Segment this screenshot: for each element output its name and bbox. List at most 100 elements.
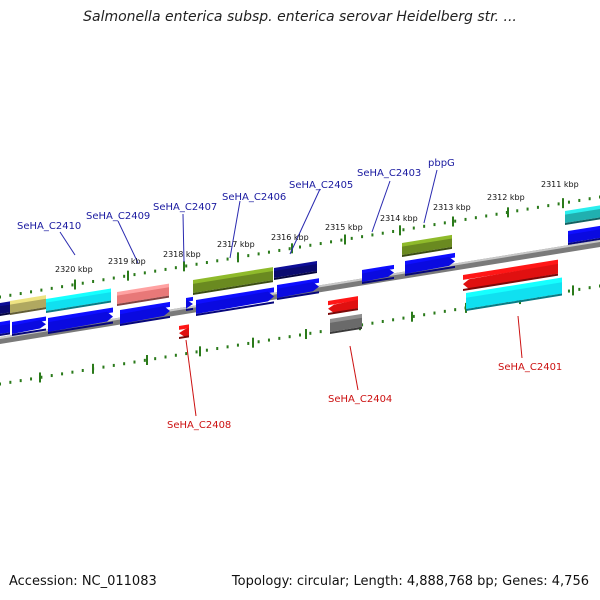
scale-tick [133, 360, 136, 364]
scale-tick [226, 257, 229, 261]
gene-feature [179, 324, 189, 339]
gene-label: SeHA_C2409 [86, 211, 150, 222]
scale-tick [578, 287, 581, 291]
scale-tick [454, 219, 457, 223]
scale-tick [92, 279, 95, 283]
scale-tick [0, 382, 1, 386]
scale-tick [71, 370, 74, 374]
gene-feature [10, 295, 46, 315]
gene-feature [362, 264, 394, 284]
scale-tick [9, 380, 12, 384]
gene-label: SeHA_C2403 [357, 168, 421, 179]
gene-feature [12, 316, 46, 336]
scale-tick [102, 365, 105, 369]
scale-tick [423, 224, 426, 228]
gene-label: pbpG [428, 158, 455, 169]
scale-tick [526, 207, 529, 211]
scale-tick [185, 352, 188, 356]
scale-tick [247, 341, 250, 345]
scale-tick [299, 333, 301, 337]
gene-feature [0, 301, 10, 316]
scale-tick [267, 250, 270, 254]
gene-label: SeHA_C2401 [498, 362, 562, 373]
gene-feature [402, 234, 452, 257]
scale-label: 2318 kbp [163, 250, 201, 259]
scale-tick [154, 269, 157, 273]
scale-tick [112, 363, 115, 367]
scale-tick [392, 229, 395, 233]
scale-tick [164, 355, 167, 359]
scale-tick [319, 242, 322, 246]
scale-tick [454, 308, 457, 312]
scale-tick [309, 331, 312, 335]
scale-tick [257, 340, 260, 344]
gene-feature [0, 320, 10, 336]
scale-label: 2319 kbp [108, 257, 146, 266]
scale-tick [143, 358, 146, 362]
scale-tick [361, 323, 364, 327]
scale-tick [267, 338, 270, 342]
gene-feature [466, 277, 562, 311]
scale-tick [588, 197, 591, 201]
gene-feature [565, 205, 600, 225]
gene-feature [328, 296, 358, 315]
scale-label: 2314 kbp [380, 214, 418, 223]
leader-line [182, 213, 185, 263]
leader-line [289, 188, 321, 255]
scale-tick [464, 217, 467, 221]
gene-feature [48, 307, 113, 334]
scale-tick [50, 286, 53, 290]
scale-tick [278, 248, 281, 252]
scale-tick [381, 319, 384, 323]
gene-feature [196, 287, 274, 316]
scale-label: 2312 kbp [487, 193, 525, 202]
scale-label: 2320 kbp [55, 265, 93, 274]
scale-ticks-upper [0, 195, 600, 299]
scale-tick [288, 335, 291, 339]
scale-tick [278, 336, 281, 340]
scale-tick [516, 209, 519, 213]
scale-tick [433, 223, 436, 227]
scale-tick [288, 247, 291, 251]
gene-feature [274, 261, 317, 280]
scale-tick [216, 259, 219, 263]
scale-tick [112, 276, 115, 280]
scale-tick [474, 216, 477, 220]
scale-tick [185, 264, 188, 268]
gene-feature [46, 288, 111, 313]
leader-line [371, 180, 391, 233]
leader-line [349, 345, 359, 391]
scale-tick [495, 212, 498, 216]
scale-tick [557, 202, 560, 206]
scale-tick [81, 281, 84, 285]
scale-tick [371, 321, 374, 325]
gene-feature [186, 296, 193, 311]
gene-feature [193, 267, 273, 295]
scale-tick [61, 372, 64, 376]
scale-tick [443, 309, 446, 313]
scale-tick [381, 231, 384, 235]
scale-tick [443, 221, 446, 225]
scale-tick [71, 283, 74, 287]
label-leaders [59, 169, 523, 417]
gene-feature [568, 225, 600, 245]
scale-tick [195, 350, 198, 354]
genome-stats: Topology: circular; Length: 4,888,768 bp… [231, 574, 589, 589]
scale-tick [102, 278, 105, 282]
scale-tick [205, 348, 208, 352]
scale-tick [433, 311, 436, 315]
leader-line [423, 169, 438, 224]
scale-tick [257, 252, 260, 256]
gene-label: SeHA_C2407 [153, 202, 217, 213]
scale-tick [133, 273, 136, 277]
scale-tick [330, 240, 333, 244]
scale-tick [19, 292, 22, 296]
scale-tick [412, 226, 415, 230]
leader-line [59, 231, 76, 256]
scale-tick [61, 285, 64, 289]
scale-tick [350, 236, 353, 240]
scale-tick [19, 379, 22, 383]
scale-tick [216, 347, 219, 351]
scale-tick [505, 211, 508, 215]
gene-feature [330, 313, 362, 334]
